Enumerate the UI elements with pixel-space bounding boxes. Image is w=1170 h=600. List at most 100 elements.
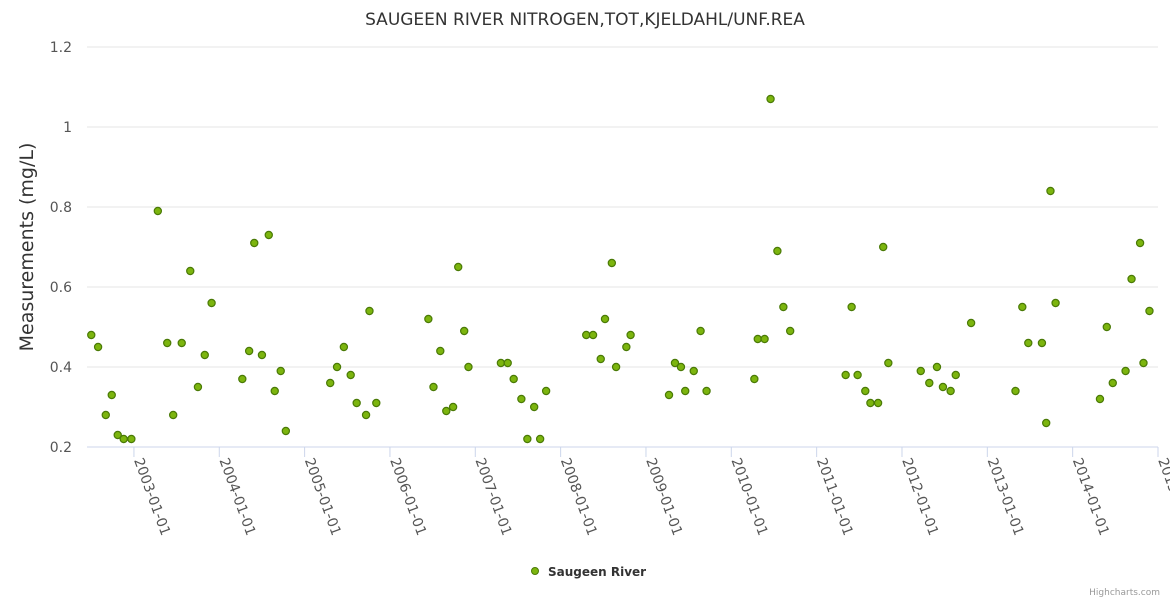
data-point[interactable] <box>588 330 598 340</box>
data-point[interactable] <box>611 362 621 372</box>
data-point[interactable] <box>841 370 850 380</box>
data-point[interactable] <box>607 258 617 268</box>
data-point[interactable] <box>429 382 438 392</box>
data-point[interactable] <box>873 398 883 408</box>
credits-link[interactable]: Highcharts.com <box>1089 588 1160 598</box>
data-point[interactable] <box>1046 186 1055 196</box>
data-point[interactable] <box>879 242 888 252</box>
data-point[interactable] <box>496 358 506 368</box>
data-point[interactable] <box>107 390 116 400</box>
data-point[interactable] <box>626 330 635 340</box>
data-point[interactable] <box>946 386 955 396</box>
data-point[interactable] <box>1037 338 1047 348</box>
data-point[interactable] <box>503 358 512 368</box>
data-point[interactable] <box>696 326 705 336</box>
data-point[interactable] <box>113 430 122 440</box>
data-point[interactable] <box>177 338 186 348</box>
data-point[interactable] <box>264 230 273 240</box>
data-point[interactable] <box>1051 298 1060 308</box>
data-point[interactable] <box>257 350 267 360</box>
data-point[interactable] <box>1095 394 1105 404</box>
legend[interactable]: Saugeen River <box>531 565 647 579</box>
data-point[interactable] <box>529 402 539 412</box>
data-point[interactable] <box>361 410 371 420</box>
legend-marker[interactable] <box>531 567 539 575</box>
data-point[interactable] <box>1135 238 1145 248</box>
data-point[interactable] <box>938 382 948 392</box>
data-point[interactable] <box>753 334 762 344</box>
data-point[interactable] <box>916 366 925 376</box>
data-point[interactable] <box>676 362 686 372</box>
data-point[interactable] <box>535 434 545 444</box>
data-point[interactable] <box>847 302 856 312</box>
data-point[interactable] <box>352 398 361 408</box>
data-point[interactable] <box>153 206 163 216</box>
data-point[interactable] <box>163 338 172 348</box>
data-point[interactable] <box>346 370 355 380</box>
data-point[interactable] <box>702 386 711 396</box>
data-point[interactable] <box>119 434 128 444</box>
data-point[interactable] <box>270 386 279 396</box>
data-point[interactable] <box>1102 322 1111 332</box>
data-point[interactable] <box>766 94 775 104</box>
data-point[interactable] <box>200 350 209 360</box>
data-point[interactable] <box>93 342 103 352</box>
data-point[interactable] <box>339 342 349 352</box>
data-point[interactable] <box>966 318 976 328</box>
data-point[interactable] <box>424 314 433 324</box>
legend-label[interactable]: Saugeen River <box>548 565 646 579</box>
data-point[interactable] <box>689 366 698 376</box>
data-point[interactable] <box>193 382 203 392</box>
data-point[interactable] <box>87 330 96 340</box>
data-point[interactable] <box>773 246 782 256</box>
data-point[interactable] <box>238 374 247 384</box>
data-point[interactable] <box>866 398 875 408</box>
data-point[interactable] <box>464 362 473 372</box>
data-point[interactable] <box>1018 302 1027 312</box>
data-point[interactable] <box>932 362 942 372</box>
data-point[interactable] <box>517 394 526 404</box>
data-point[interactable] <box>582 330 591 340</box>
data-point[interactable] <box>785 326 795 336</box>
data-point[interactable] <box>951 370 960 380</box>
data-point[interactable] <box>276 366 285 376</box>
data-point[interactable] <box>884 358 893 368</box>
data-point[interactable] <box>168 410 178 420</box>
data-point[interactable] <box>523 434 532 444</box>
data-point[interactable] <box>1011 386 1020 396</box>
data-point[interactable] <box>454 262 463 272</box>
data-point[interactable] <box>101 410 110 420</box>
data-point[interactable] <box>332 362 342 372</box>
data-point[interactable] <box>1127 274 1136 284</box>
data-point[interactable] <box>442 406 451 416</box>
data-point[interactable] <box>281 426 291 436</box>
data-point[interactable] <box>326 378 335 388</box>
data-point[interactable] <box>664 390 674 400</box>
data-point[interactable] <box>186 266 195 276</box>
data-point[interactable] <box>750 374 759 384</box>
data-point[interactable] <box>1121 366 1130 376</box>
data-point[interactable] <box>250 238 259 248</box>
data-point[interactable] <box>436 346 445 356</box>
data-point[interactable] <box>1042 418 1051 428</box>
data-point[interactable] <box>365 306 374 316</box>
data-point[interactable] <box>509 374 518 384</box>
data-point[interactable] <box>622 342 631 352</box>
data-point[interactable] <box>127 434 136 444</box>
data-point[interactable] <box>448 402 458 412</box>
data-point[interactable] <box>1108 378 1117 388</box>
data-point[interactable] <box>1139 358 1148 368</box>
data-point[interactable] <box>760 334 769 344</box>
data-point[interactable] <box>925 378 934 388</box>
data-point[interactable] <box>541 386 551 396</box>
data-point[interactable] <box>207 298 216 308</box>
data-point[interactable] <box>861 386 870 396</box>
data-point[interactable] <box>1145 306 1154 316</box>
data-point[interactable] <box>681 386 690 396</box>
data-point[interactable] <box>372 398 381 408</box>
data-point[interactable] <box>1024 338 1033 348</box>
data-point[interactable] <box>459 326 469 336</box>
data-point[interactable] <box>853 370 862 380</box>
data-point[interactable] <box>596 354 605 364</box>
data-point[interactable] <box>670 358 680 368</box>
